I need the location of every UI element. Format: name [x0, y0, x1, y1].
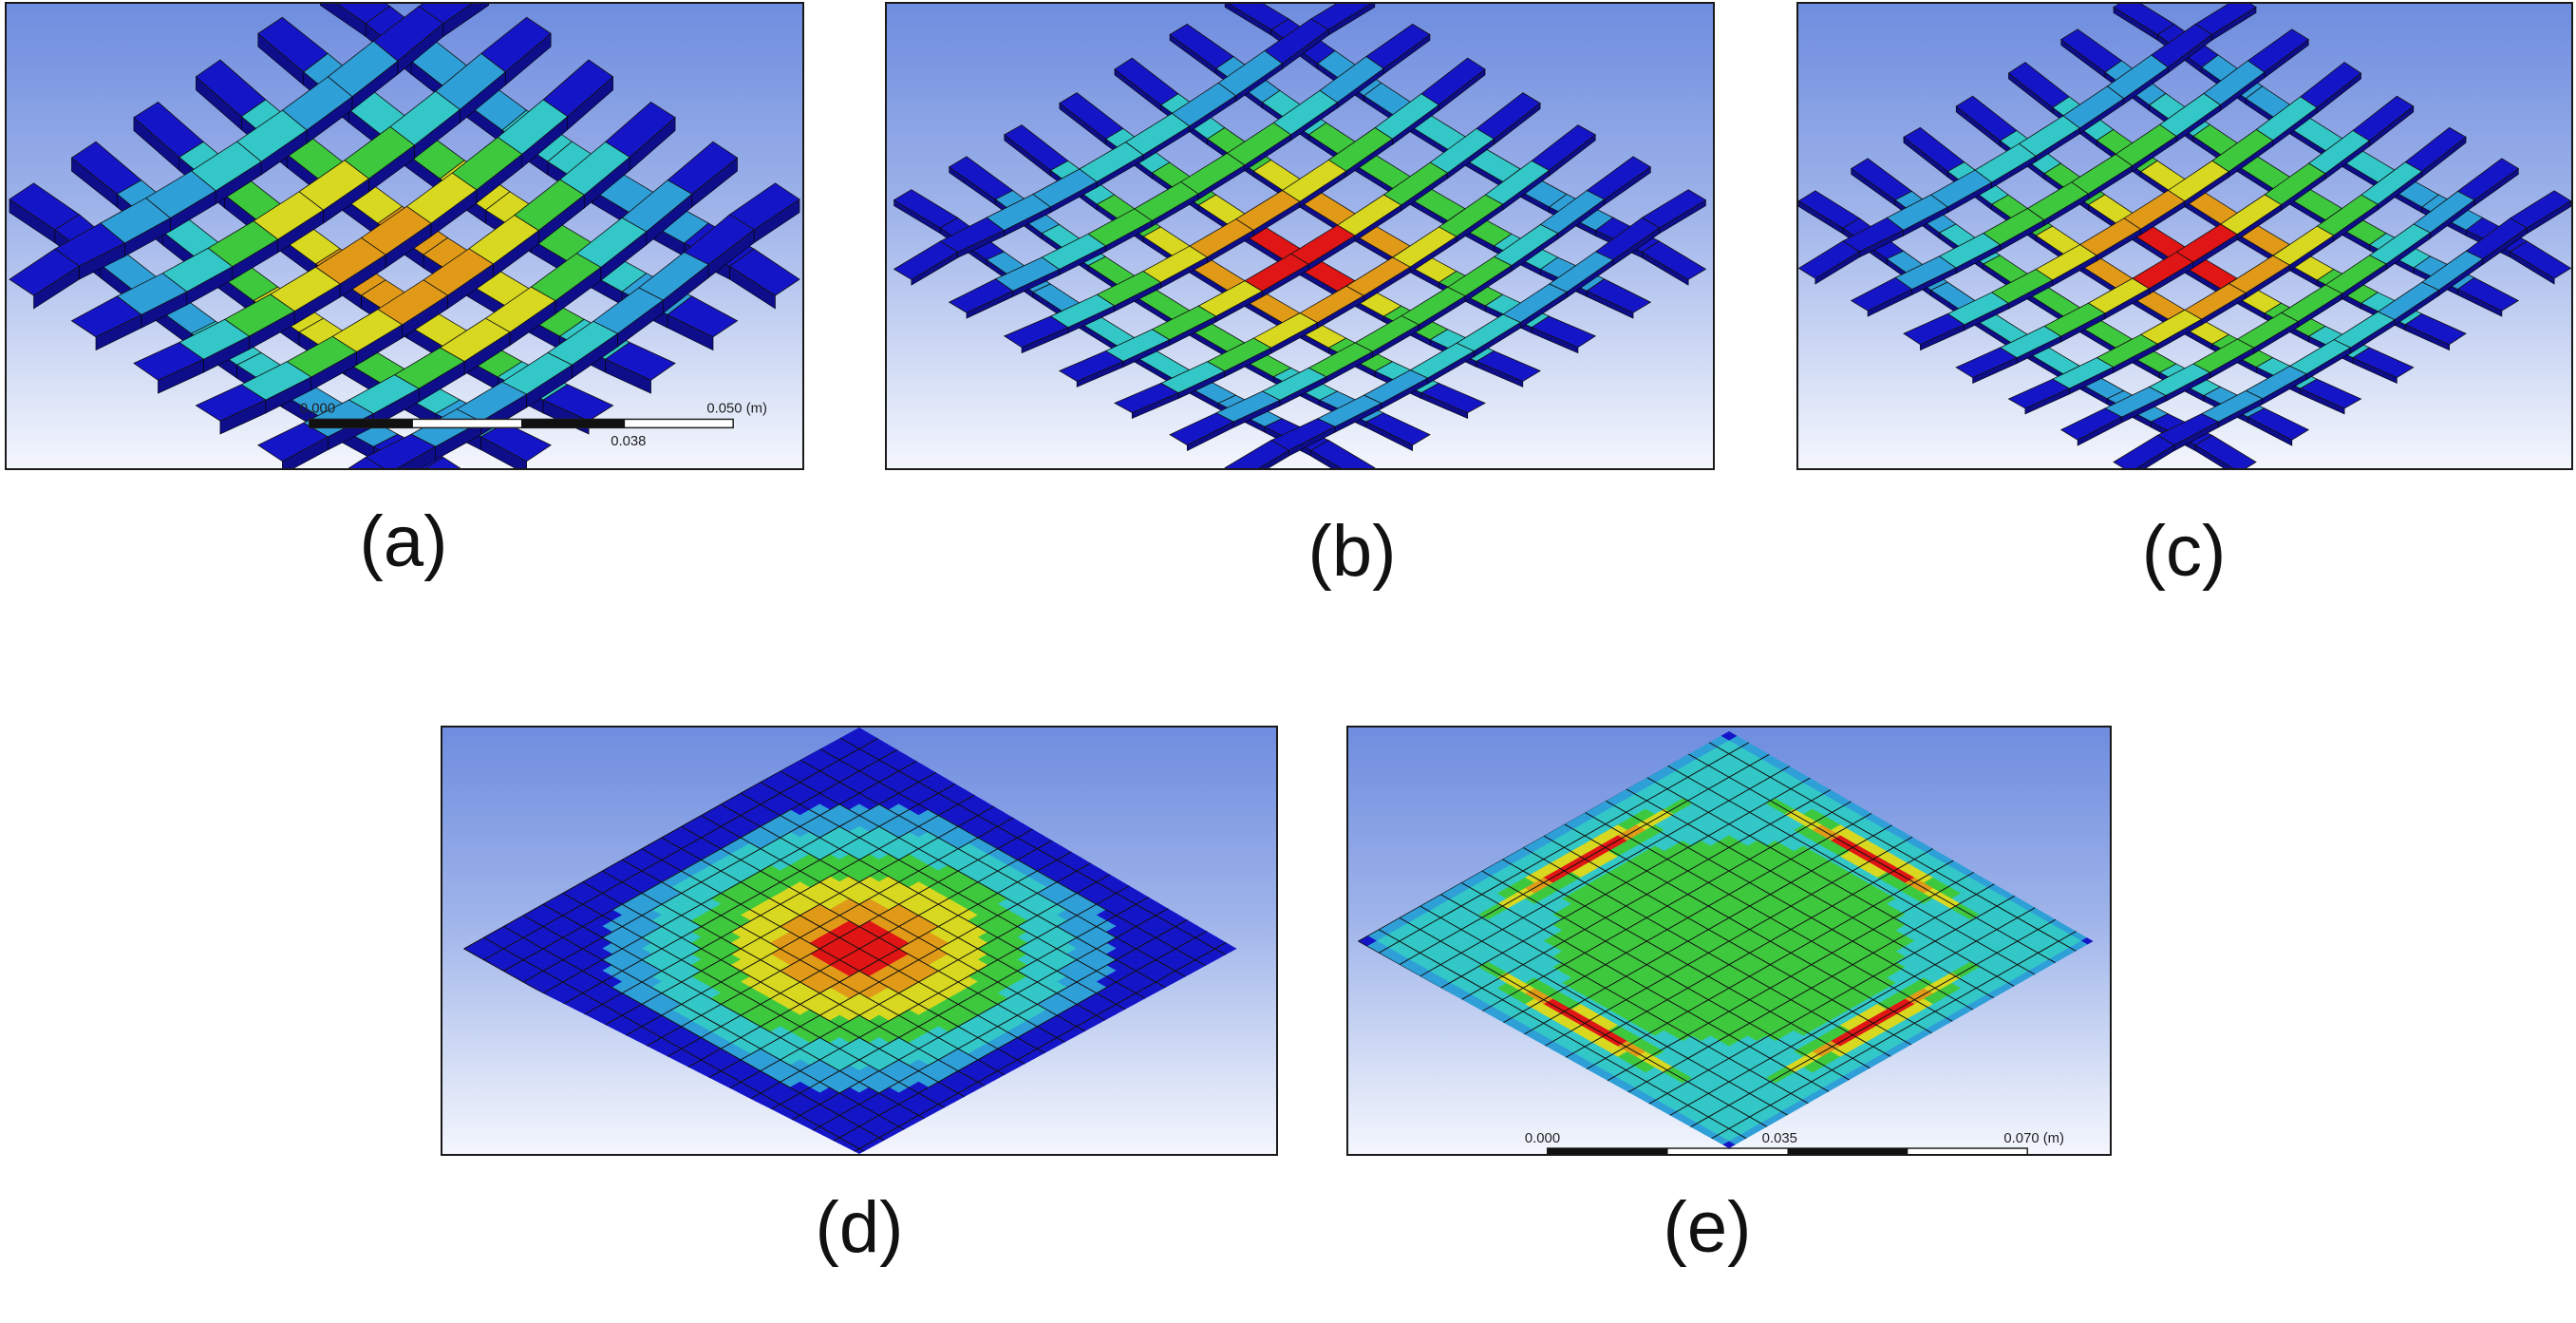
caption-d: (d) [815, 1187, 904, 1268]
plate-contour-plot-d [462, 728, 1237, 1154]
scale-end-label-e: 0.070 (m) [2003, 1131, 2064, 1146]
caption-a: (a) [359, 501, 448, 582]
caption-b: (b) [1307, 511, 1397, 592]
scale-bar-e: 0.000 0.035 0.070 (m) [1525, 1131, 2064, 1154]
scale-start-label-e: 0.000 [1525, 1131, 1560, 1146]
scale-mid-label-a: 0.038 [611, 434, 646, 449]
caption-e: (e) [1663, 1187, 1752, 1268]
lattice-beam-plot-a: 0.000 0.038 0.050 (m) [9, 4, 800, 468]
panel-e: 0.000 0.035 0.070 (m) [1346, 726, 2112, 1156]
panel-c [1796, 2, 2573, 470]
plate-contour-plot-e: 0.000 0.035 0.070 (m) [1357, 730, 2094, 1154]
lattice-beam-plot-c [1798, 4, 2571, 468]
caption-c: (c) [2141, 511, 2227, 592]
scale-bar-a: 0.000 0.038 0.050 (m) [300, 401, 767, 449]
lattice-beam-plot-b [893, 4, 1707, 468]
panel-d [441, 726, 1278, 1156]
scale-start-label-a: 0.000 [300, 401, 335, 416]
panel-b [885, 2, 1715, 470]
scale-mid-label-e: 0.035 [1762, 1131, 1797, 1146]
panel-a: 0.000 0.038 0.050 (m) [5, 2, 804, 470]
scale-end-label-a: 0.050 (m) [706, 401, 767, 416]
